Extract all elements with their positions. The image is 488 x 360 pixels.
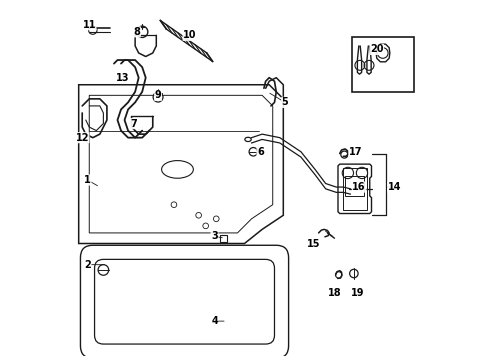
Text: 16: 16 (352, 182, 365, 192)
Text: 8: 8 (133, 27, 140, 37)
Text: 17: 17 (348, 147, 362, 157)
Text: 3: 3 (211, 231, 218, 242)
Bar (345, 176, 364, 196)
Text: 15: 15 (306, 239, 319, 248)
Text: 1: 1 (84, 175, 91, 185)
Text: 13: 13 (116, 73, 129, 83)
Text: 7: 7 (130, 118, 137, 129)
Text: 14: 14 (387, 182, 400, 192)
Text: 12: 12 (75, 133, 89, 143)
Bar (219, 235, 226, 242)
Text: 2: 2 (84, 260, 91, 270)
Text: 4: 4 (211, 316, 218, 326)
Bar (351, 37, 413, 92)
Text: 10: 10 (183, 30, 196, 40)
Text: 18: 18 (327, 288, 341, 298)
Text: 20: 20 (369, 45, 383, 54)
Text: 19: 19 (350, 288, 364, 298)
Text: 5: 5 (281, 98, 288, 107)
Text: 6: 6 (257, 147, 263, 157)
Text: 11: 11 (82, 20, 96, 30)
Text: 9: 9 (154, 90, 161, 100)
